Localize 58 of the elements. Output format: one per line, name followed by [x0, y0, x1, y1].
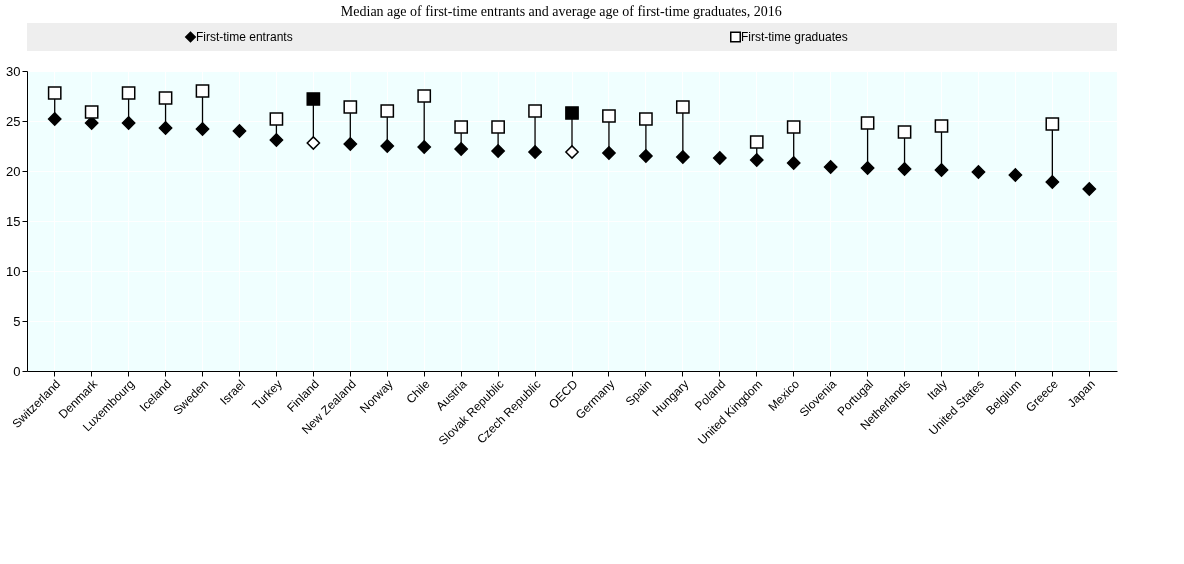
point [269, 112, 284, 126]
point [84, 105, 99, 119]
point [1045, 117, 1060, 131]
point [897, 162, 912, 176]
point [380, 139, 395, 153]
x-tick-label: Italy [924, 377, 950, 403]
point [1082, 182, 1097, 196]
point [602, 109, 616, 123]
point [675, 100, 690, 114]
point [158, 121, 173, 135]
point [749, 135, 764, 149]
point [860, 116, 875, 130]
point [195, 122, 210, 136]
point [195, 84, 210, 98]
point [639, 112, 653, 126]
point [897, 125, 912, 139]
point [47, 112, 62, 126]
chart-title: Median age of first-time entrants and average age of first-time graduates, 2016 [340, 4, 782, 19]
point [749, 153, 764, 167]
point [528, 104, 542, 118]
point [786, 156, 801, 170]
point [860, 161, 875, 175]
point [417, 140, 432, 154]
point [47, 86, 62, 100]
y-tick-label: 30 [6, 63, 21, 79]
point [971, 165, 986, 179]
point [528, 145, 542, 159]
point [786, 120, 801, 134]
y-tick-label: 20 [6, 163, 21, 179]
point [823, 160, 838, 174]
point [934, 119, 949, 133]
y-tick-label: 5 [13, 313, 21, 329]
point [491, 144, 505, 158]
y-tick-label: 0 [13, 363, 21, 379]
point [343, 137, 358, 151]
point [121, 116, 136, 130]
point [1008, 168, 1023, 182]
point [1045, 175, 1060, 189]
legend-label: First-time graduates [740, 30, 848, 44]
point [491, 120, 505, 134]
y-tick-label: 25 [6, 113, 21, 129]
point [712, 151, 727, 165]
point [934, 163, 949, 177]
point [343, 100, 358, 114]
point [454, 142, 469, 156]
point [380, 104, 395, 118]
point [675, 150, 690, 164]
point [121, 86, 136, 100]
legend-label: First-time entrants [195, 30, 293, 44]
y-tick-label: 15 [6, 213, 21, 229]
point [158, 91, 173, 105]
point [417, 89, 432, 103]
point [232, 124, 247, 138]
point [602, 146, 616, 160]
point [639, 149, 653, 163]
point [269, 133, 284, 147]
point [454, 120, 469, 134]
y-tick-label: 10 [6, 263, 21, 279]
